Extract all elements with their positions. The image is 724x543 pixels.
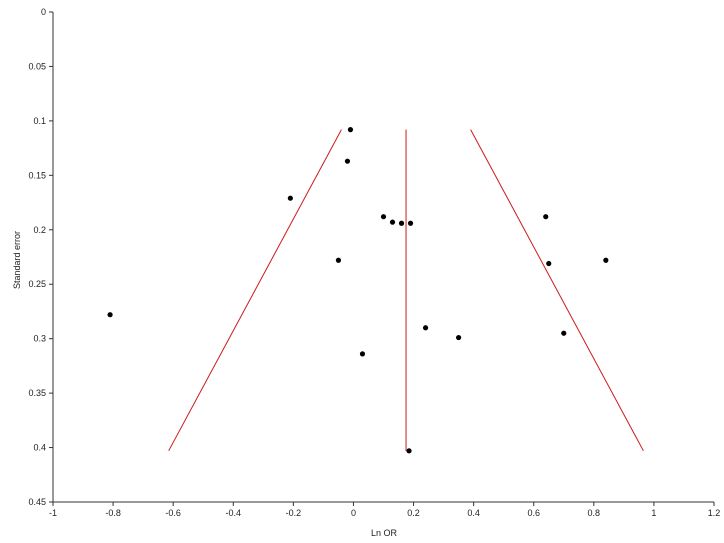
x-tick-label: -0.2: [286, 508, 302, 518]
y-tick-label: 0.2: [33, 225, 46, 235]
y-tick-label: 0.45: [28, 497, 46, 507]
x-axis-title: Ln OR: [371, 528, 398, 538]
x-tick-label: 0.8: [588, 508, 601, 518]
data-point: [407, 220, 414, 226]
data-point: [347, 127, 354, 133]
data-point: [287, 195, 293, 201]
y-tick-label: 0.3: [33, 334, 46, 344]
funnel-left-line: [168, 129, 342, 452]
x-tick-label: -0.4: [226, 508, 242, 518]
data-point: [359, 351, 366, 357]
funnel-right-line: [470, 129, 644, 452]
x-tick-label: 1: [651, 508, 656, 518]
plot-lines: [168, 129, 644, 452]
y-tick-label: 0.1: [33, 116, 46, 126]
data-point: [561, 330, 567, 336]
x-tick-label: -0.8: [105, 508, 121, 518]
data-point: [335, 257, 342, 263]
x-tick-label: 0.2: [407, 508, 420, 518]
x-tick-label: 0: [351, 508, 356, 518]
data-point: [107, 312, 113, 318]
y-tick-label: 0.05: [28, 61, 46, 71]
data-point: [380, 214, 387, 220]
y-axis-title: Standard error: [12, 231, 22, 289]
y-tick-label: 0.15: [28, 170, 46, 180]
y-tick-label: 0: [41, 7, 46, 17]
data-point: [603, 257, 609, 263]
y-tick-label: 0.35: [28, 388, 46, 398]
y-axis: 0 0.05 0.1 0.15 0.2 0.25 0.3 0.35 0.4 0.45: [28, 7, 54, 507]
x-tick-label: -1: [49, 508, 57, 518]
data-point: [389, 219, 396, 225]
x-tick-label: 0.4: [467, 508, 480, 518]
data-point: [543, 214, 549, 220]
x-tick-label: -0.6: [165, 508, 181, 518]
y-tick-label: 0.4: [33, 443, 46, 453]
data-point: [422, 325, 429, 331]
data-points: [107, 127, 609, 454]
data-point: [546, 260, 552, 267]
x-axis: -1 -0.8 -0.6 -0.4 -0.2 0 0.2 0.4 0.6 0.8 1 1.2: [49, 501, 721, 518]
x-tick-label: 0.6: [527, 508, 540, 518]
data-point: [406, 448, 412, 454]
data-point: [456, 334, 462, 341]
x-tick-label: 1.2: [708, 508, 721, 518]
data-point: [344, 158, 351, 164]
y-tick-label: 0.25: [28, 279, 46, 289]
data-point: [398, 220, 405, 226]
